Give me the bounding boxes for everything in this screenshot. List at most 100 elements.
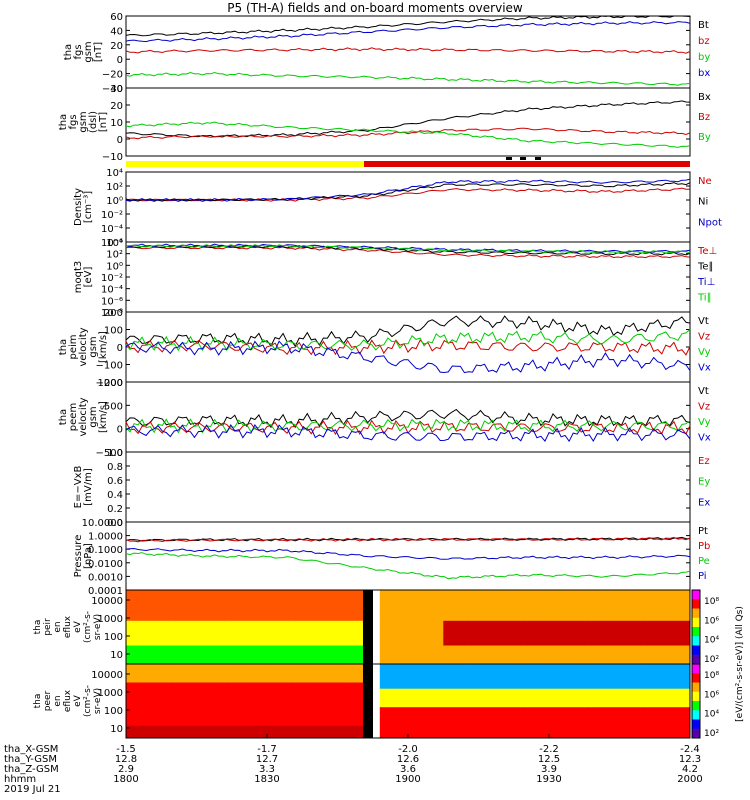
heatmap-cell: [330, 731, 338, 739]
heatmap-cell: [499, 645, 508, 653]
heatmap-cell: [457, 701, 465, 708]
heatmap-cell: [203, 627, 212, 634]
heatmap-cell: [217, 639, 226, 646]
heatmap-cell: [584, 694, 592, 702]
heatmap-cell: [570, 602, 578, 609]
colorbar-frame: [691, 663, 701, 739]
heatmap-cell: [668, 608, 677, 616]
heatmap-cell: [654, 608, 663, 616]
heatmap-cell: [513, 713, 522, 720]
heatmap-cell: [267, 639, 275, 646]
heatmap-cell: [302, 614, 310, 622]
heatmap-cell: [499, 713, 508, 720]
heatmap-cell: [259, 725, 268, 733]
heatmap-cell: [175, 620, 183, 628]
series-line-0: [125, 100, 691, 138]
heatmap-cell: [295, 614, 303, 622]
heatmap-cell: [175, 602, 183, 609]
heatmap-cell: [584, 614, 592, 622]
heatmap-cell: [140, 657, 148, 665]
heatmap-cell: [605, 676, 613, 683]
heatmap-cell: [577, 688, 585, 696]
heatmap-cell: [203, 596, 212, 603]
series-line-1: [125, 182, 691, 202]
heatmap-cell: [436, 633, 444, 640]
colorbar-segment: [692, 682, 700, 693]
heatmap-cell: [415, 707, 423, 714]
heatmap-cell: [584, 596, 592, 603]
heatmap-cell: [549, 651, 557, 659]
heatmap-cell: [422, 639, 430, 646]
legend-label: Vx: [698, 363, 711, 374]
heatmap-cell: [563, 608, 571, 616]
heatmap-cell: [549, 620, 557, 628]
heatmap-cell: [499, 639, 508, 646]
heatmap-cell: [471, 590, 479, 597]
heatmap-cell: [351, 707, 360, 714]
heatmap-cell: [675, 713, 684, 720]
heatmap-cell: [647, 664, 656, 671]
heatmap-cell: [309, 602, 317, 609]
heatmap-cell: [210, 614, 219, 622]
heatmap-cell: [386, 676, 395, 683]
heatmap-cell: [182, 590, 190, 597]
heatmap-cell: [161, 664, 169, 671]
heatmap-cell: [302, 664, 310, 671]
heatmap-cell: [492, 670, 501, 677]
heatmap-cell: [372, 670, 381, 677]
heatmap-cell: [654, 639, 663, 646]
series-line-2: [125, 121, 691, 148]
heatmap-cell: [224, 627, 233, 634]
heatmap-cell: [450, 701, 458, 708]
heatmap-cell: [175, 725, 183, 733]
heatmap-cell: [668, 639, 677, 646]
series-line-1: [125, 536, 691, 543]
heatmap-cell: [415, 657, 423, 665]
heatmap-cell: [478, 676, 486, 683]
heatmap-cell: [379, 639, 388, 646]
heatmap-cell: [182, 713, 190, 720]
heatmap-cell: [182, 620, 190, 628]
heatmap-cell: [281, 620, 289, 628]
heatmap-cell: [661, 590, 670, 597]
heatmap-cell: [450, 664, 458, 671]
heatmap-cell: [210, 701, 219, 708]
heatmap-cell: [154, 620, 162, 628]
y-tick-label: 0.1000: [88, 545, 123, 556]
heatmap-cell: [400, 645, 409, 653]
heatmap-cell: [485, 590, 494, 597]
y-axis-label: peim: [68, 334, 79, 359]
heatmap-cell: [358, 719, 367, 727]
heatmap-cell: [358, 731, 367, 739]
heatmap-cell: [126, 713, 134, 720]
heatmap-cell: [542, 725, 550, 733]
heatmap-cell: [527, 651, 536, 659]
heatmap-cell: [647, 596, 656, 603]
heatmap-cell: [534, 627, 543, 634]
heatmap-cell: [231, 694, 240, 702]
heatmap-cell: [471, 682, 479, 690]
heatmap-cell: [330, 602, 338, 609]
heatmap-cell: [154, 590, 162, 597]
heatmap-cell: [534, 701, 543, 708]
heatmap-cell: [436, 614, 444, 622]
heatmap-cell: [358, 701, 367, 708]
heatmap-cell: [281, 602, 289, 609]
heatmap-cell: [640, 639, 649, 646]
heatmap-cell: [358, 639, 367, 646]
footer-row-value: 12.6: [397, 754, 419, 765]
heatmap-cell: [393, 614, 402, 622]
heatmap-cell: [154, 657, 162, 665]
heatmap-cell: [429, 614, 437, 622]
heatmap-cell: [161, 596, 169, 603]
heatmap-cell: [450, 657, 458, 665]
heatmap-cell: [309, 725, 317, 733]
heatmap-cell: [577, 602, 585, 609]
legend-label: Pt: [698, 526, 708, 537]
y-axis-label: [nPa]: [83, 543, 94, 569]
heatmap-cell: [619, 676, 627, 683]
heatmap-cell: [450, 670, 458, 677]
heatmap-cell: [591, 651, 599, 659]
heatmap-cell: [408, 645, 416, 653]
heatmap-cell: [400, 731, 409, 739]
